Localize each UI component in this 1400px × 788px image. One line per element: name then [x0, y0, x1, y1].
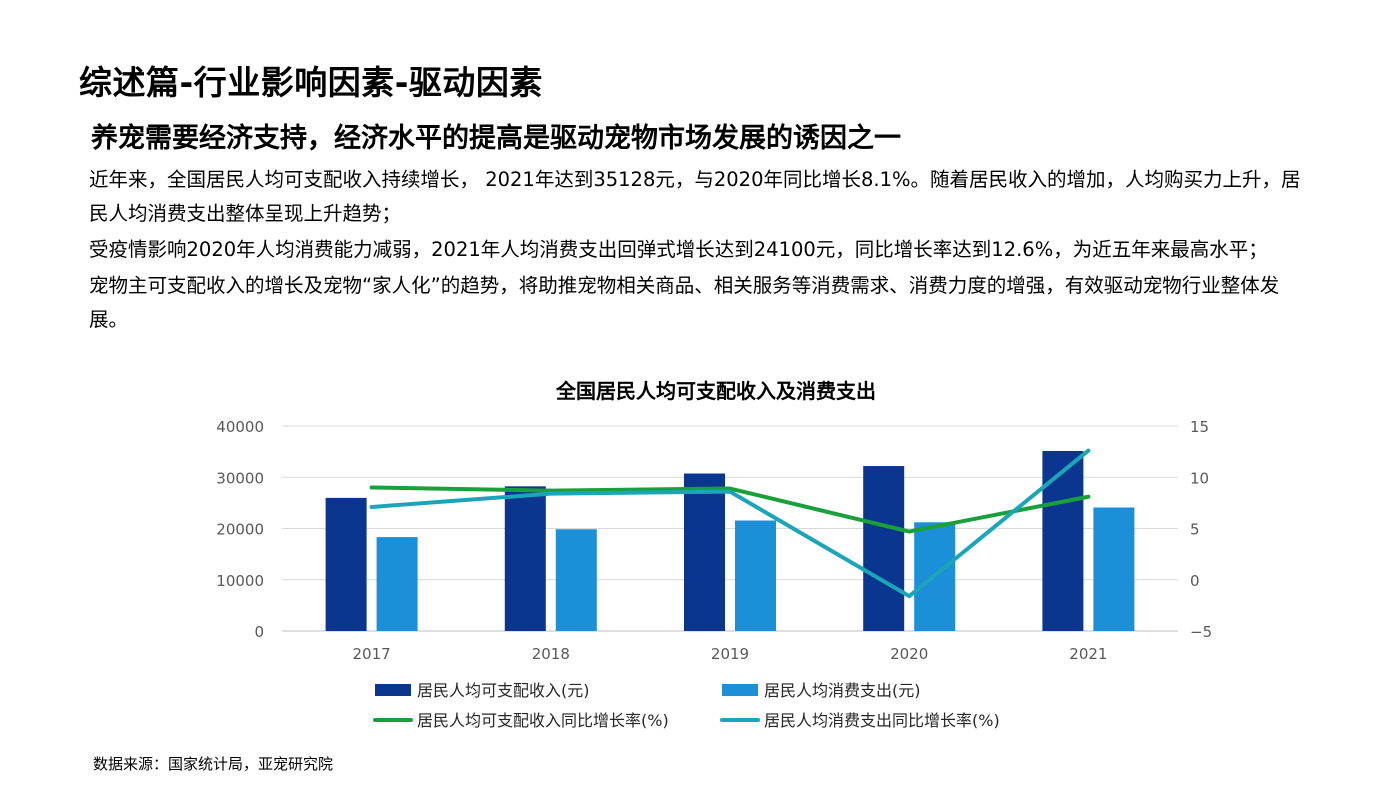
page-subtitle: 养宠需要经济支持，经济水平的提高是驱动宠物市场发展的诱因之一: [91, 123, 901, 154]
y-right-tick-label: −5: [1190, 623, 1212, 641]
legend-label: 居民人均消费支出(元): [764, 681, 921, 700]
chart-container: 全国居民人均可支配收入及消费支出 0 −5 10000 0 20000 5 30000 10 4…: [0, 368, 1400, 740]
line-income-growth: [369, 485, 1091, 534]
paragraph-pet-owners: 宠物主可支配收入的增长及宠物“家人化”的趋势，将助推宠物相关商品、相关服务等消费…: [89, 274, 1280, 331]
x-tick-label: 2019: [711, 645, 749, 663]
legend-label: 居民人均消费支出同比增长率(%): [764, 711, 1000, 730]
legend-swatch: [722, 684, 758, 696]
legend-swatch: [375, 684, 411, 696]
bar-consumption: [376, 537, 418, 631]
legend-label: 居民人均可支配收入同比增长率(%): [417, 711, 669, 730]
y-right-tick-label: 5: [1190, 521, 1200, 539]
x-tick-label: 2018: [532, 645, 570, 663]
bar-income: [325, 497, 367, 631]
y-right-tick-label: 0: [1190, 572, 1200, 590]
bar-income: [504, 486, 546, 631]
x-tick-label: 2021: [1069, 645, 1107, 663]
y-left-tick-label: 20000: [216, 521, 264, 539]
bar-consumption: [555, 529, 597, 631]
bar-income: [1042, 450, 1084, 631]
bar-income: [684, 473, 725, 631]
bar-consumption: [735, 520, 776, 631]
income-consumption-chart: 全国居民人均可支配收入及消费支出 0 −5 10000 0 20000 5 30000 10 4…: [216, 379, 1212, 730]
y-left-tick-label: 0: [254, 623, 264, 641]
line-consumption-growth: [369, 448, 1091, 599]
y-right-tick-label: 15: [1190, 418, 1209, 436]
paragraph-consumption: 受疫情影响2020年人均消费能力减弱，2021年人均消费支出回弹式增长达到241…: [89, 238, 1268, 261]
x-tick-label: 2020: [890, 645, 928, 663]
legend-label: 居民人均可支配收入(元): [417, 681, 590, 700]
x-tick-label: 2017: [353, 645, 391, 663]
data-source: 数据来源：国家统计局，亚宠研究院: [93, 755, 334, 773]
chart-title: 全国居民人均可支配收入及消费支出: [555, 379, 876, 403]
bar-consumption: [1093, 507, 1135, 631]
paragraph-income: 近年来，全国居民人均可支配收入持续增长， 2021年达到35128元，与2020…: [89, 168, 1301, 225]
y-left-tick-label: 10000: [216, 572, 264, 590]
y-right-tick-label: 10: [1190, 469, 1209, 487]
body-text: 近年来，全国居民人均可支配收入持续增长， 2021年达到35128元，与2020…: [89, 163, 1317, 339]
y-left-tick-label: 30000: [216, 469, 264, 487]
bar-income: [863, 466, 905, 631]
y-left-tick-label: 40000: [216, 418, 264, 436]
page-title: 综述篇-行业影响因素-驱动因素: [79, 63, 543, 102]
